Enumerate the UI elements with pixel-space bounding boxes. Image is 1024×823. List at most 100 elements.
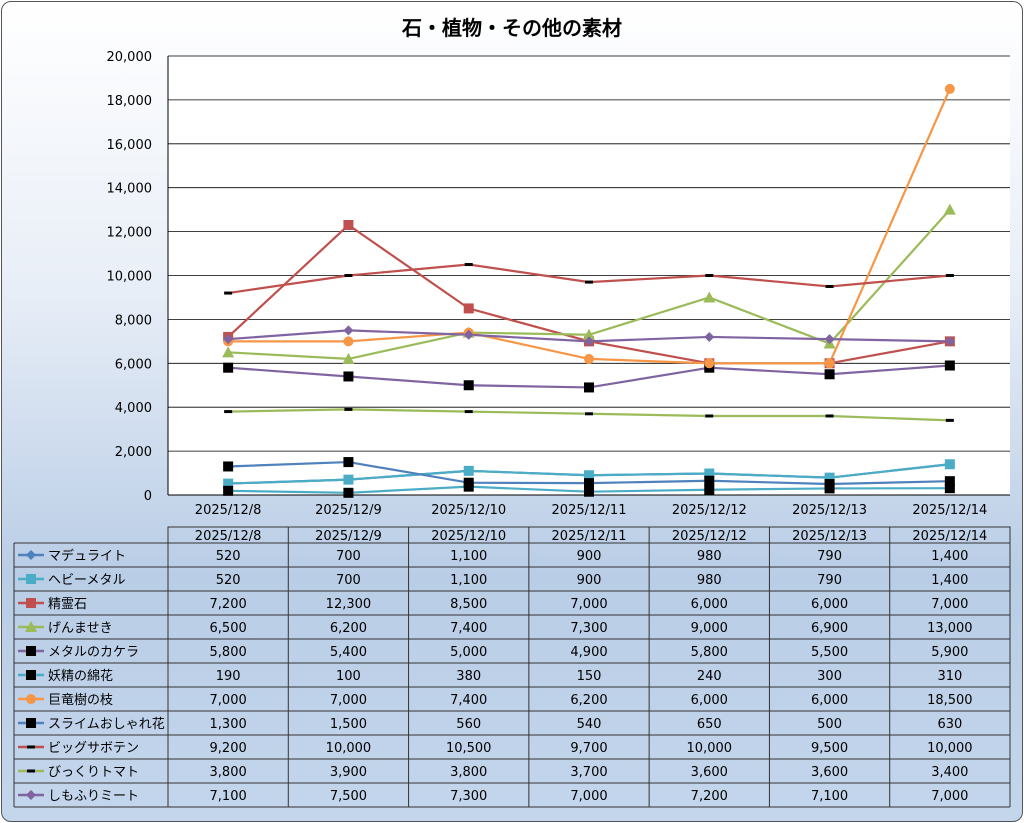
table-cell: 310 <box>937 669 962 684</box>
legend-label: マデュライト <box>48 548 126 564</box>
table-cell: 10,500 <box>446 741 492 756</box>
data-point <box>824 358 835 369</box>
data-point <box>463 380 474 391</box>
x-tick-label: 2025/12/8 <box>195 503 262 518</box>
data-point <box>223 461 234 472</box>
table-cell: 10,000 <box>326 741 372 756</box>
table-cell: 520 <box>216 573 241 588</box>
data-point <box>343 336 354 347</box>
data-point <box>943 203 956 215</box>
data-point <box>584 382 594 393</box>
table-cell: 6,000 <box>691 597 728 612</box>
data-point <box>464 410 473 414</box>
table-cell: 7,300 <box>570 621 607 636</box>
data-point <box>463 477 474 488</box>
data-point <box>824 472 835 483</box>
table-cell: 150 <box>577 669 602 684</box>
table-cell: 790 <box>817 549 842 564</box>
legend-label: 妖精の綿花 <box>48 668 113 684</box>
table-cell: 6,000 <box>811 693 848 708</box>
table-cell: 6,200 <box>570 693 607 708</box>
table-cell: 9,000 <box>691 621 728 636</box>
data-point <box>584 486 594 497</box>
y-tick-label: 8,000 <box>115 313 152 328</box>
data-point <box>824 369 835 380</box>
table-header-cell: 2025/12/8 <box>195 529 262 544</box>
data-point <box>704 484 715 495</box>
x-tick-label: 2025/12/12 <box>672 503 747 518</box>
table-cell: 700 <box>336 573 361 588</box>
legend-key-marker <box>26 790 36 800</box>
data-point <box>223 362 234 373</box>
data-point <box>584 470 594 481</box>
data-point <box>705 274 714 277</box>
table-cell: 5,800 <box>691 645 728 660</box>
legend-label: しもふりミート <box>48 789 139 804</box>
table-cell: 6,200 <box>330 621 367 636</box>
data-point <box>704 475 715 486</box>
table-cell: 7,100 <box>811 789 848 804</box>
data-point <box>223 478 234 489</box>
table-cell: 5,900 <box>931 645 968 660</box>
table-cell: 3,800 <box>210 765 247 780</box>
data-point <box>222 346 235 358</box>
data-point <box>585 280 593 284</box>
table-cell: 1,300 <box>210 717 247 732</box>
legend-label: げんませき <box>48 621 113 636</box>
data-point <box>703 291 716 303</box>
table-cell: 1,100 <box>450 573 487 588</box>
table-cell: 8,500 <box>450 597 487 612</box>
table-cell: 3,700 <box>570 765 607 780</box>
y-tick-label: 6,000 <box>115 357 152 372</box>
legend-key-marker <box>25 621 37 632</box>
x-tick-label: 2025/12/10 <box>431 503 506 518</box>
data-point <box>464 263 473 267</box>
legend-key-marker <box>27 769 35 773</box>
table-header-cell: 2025/12/10 <box>431 529 506 544</box>
data-point <box>583 328 595 340</box>
table-cell: 1,100 <box>450 549 487 564</box>
table-header-cell: 2025/12/14 <box>912 529 987 544</box>
legend-label: ヘビーメタル <box>48 573 125 588</box>
data-point <box>223 334 234 345</box>
table-cell: 380 <box>456 669 481 684</box>
data-point <box>705 414 714 418</box>
legend-key-marker <box>26 694 36 704</box>
data-point <box>584 353 594 364</box>
table-cell: 700 <box>336 549 361 564</box>
table-cell: 190 <box>216 669 241 684</box>
table-header-cell: 2025/12/13 <box>792 529 867 544</box>
legend-label: スライムおしゃれ花 <box>48 716 165 732</box>
data-point <box>944 83 955 94</box>
data-point <box>945 418 954 422</box>
table-cell: 6,500 <box>210 621 247 636</box>
y-tick-label: 12,000 <box>107 226 153 241</box>
data-point <box>824 334 835 345</box>
x-tick-label: 2025/12/9 <box>315 503 382 518</box>
table-cell: 7,200 <box>691 789 728 804</box>
table-cell: 7,000 <box>931 789 968 804</box>
table-cell: 7,000 <box>570 597 607 612</box>
y-tick-label: 0 <box>144 489 152 504</box>
y-tick-label: 14,000 <box>107 182 153 197</box>
table-cell: 6,000 <box>691 693 728 708</box>
table-cell: 3,600 <box>691 765 728 780</box>
legend-key-marker <box>26 598 36 608</box>
table-cell: 900 <box>577 573 602 588</box>
table-cell: 9,500 <box>811 741 848 756</box>
table-cell: 7,400 <box>450 693 487 708</box>
table-cell: 5,500 <box>811 645 848 660</box>
data-point <box>463 303 474 314</box>
y-tick-label: 4,000 <box>115 401 152 416</box>
table-cell: 6,000 <box>811 597 848 612</box>
legend-label: 精霊石 <box>48 597 87 612</box>
data-point <box>825 284 834 288</box>
data-point <box>944 336 955 347</box>
table-cell: 3,400 <box>931 765 968 780</box>
table-cell: 4,900 <box>570 645 607 660</box>
table-cell: 1,500 <box>330 717 367 732</box>
table-cell: 13,000 <box>927 621 973 636</box>
data-point <box>944 459 955 470</box>
table-cell: 1,400 <box>931 573 968 588</box>
table-cell: 10,000 <box>687 741 733 756</box>
